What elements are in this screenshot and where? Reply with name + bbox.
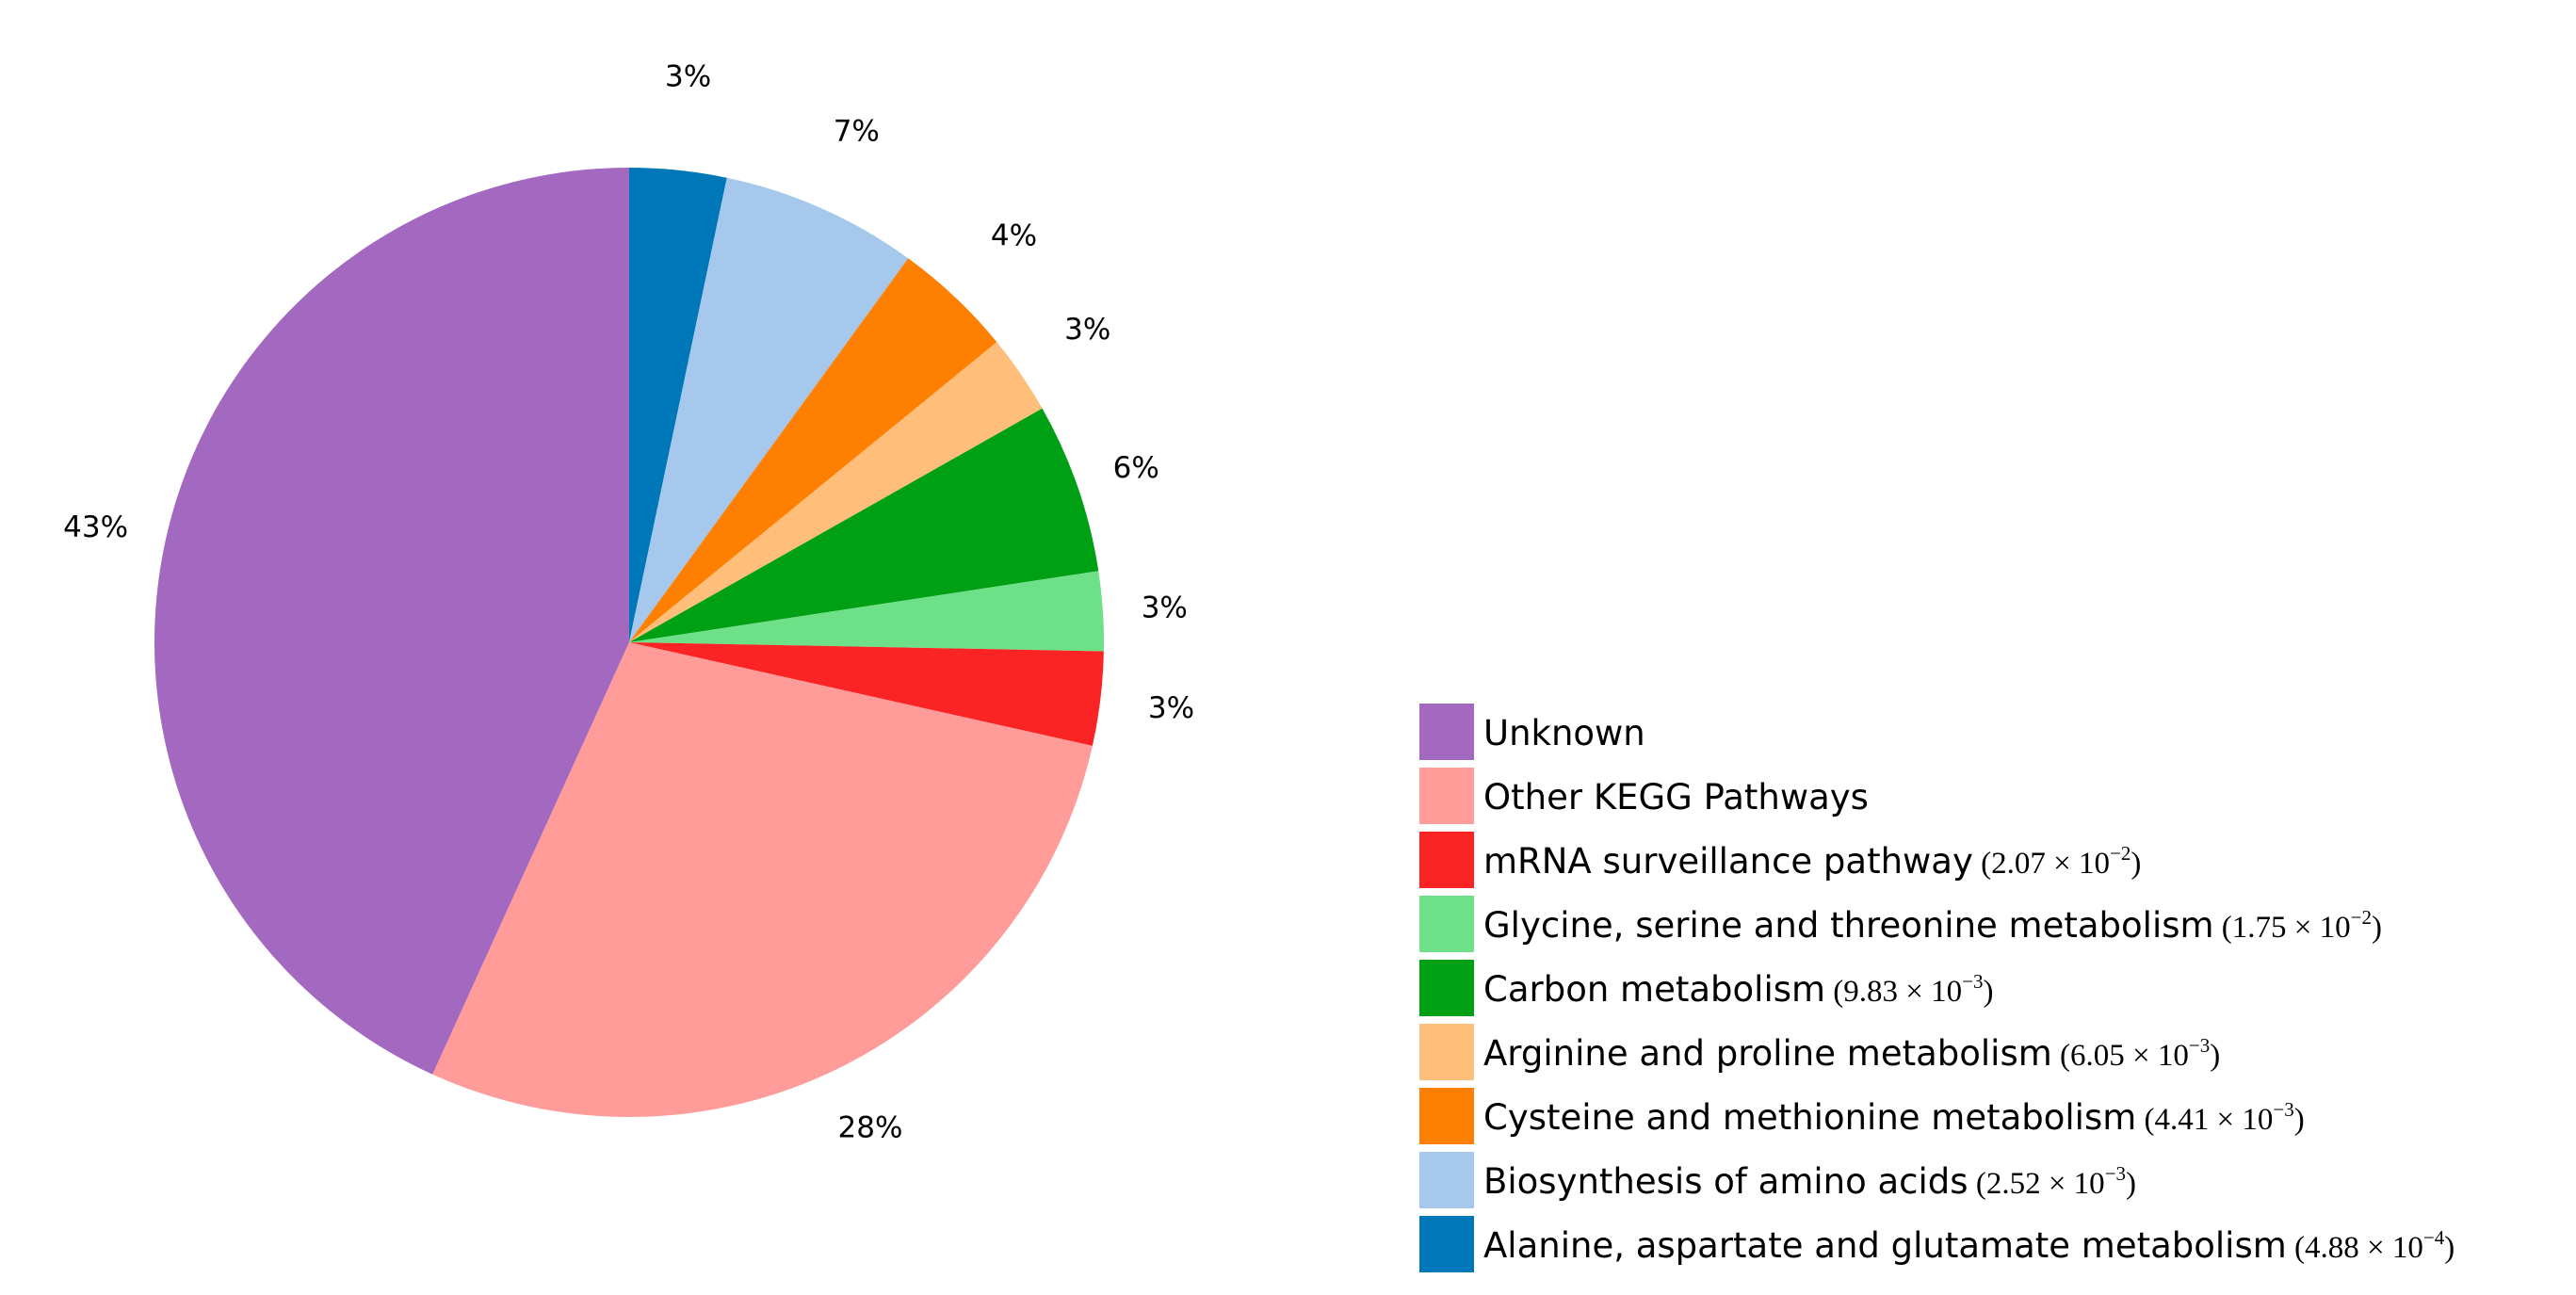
legend-swatch [1419, 1152, 1474, 1208]
slice-carbon-metabolism [629, 408, 1099, 642]
legend-label: Glycine, serine and threonine metabolism… [1483, 905, 2382, 946]
percentage-labels: 3% 7% 4% 3% 6% 3% 3% 28% 43% [63, 59, 1194, 1144]
legend-swatch [1419, 1216, 1474, 1272]
legend-label: Other KEGG Pathways [1483, 777, 1869, 817]
slice-cysteine-and-methionine-metabolism [629, 258, 997, 642]
pct-label-biosynthesis-of-amino-acids: 7% [834, 114, 880, 148]
legend-label: Arginine and proline metabolism (6.05 × … [1483, 1033, 2220, 1074]
pct-label-arginine-and-proline-metabolism: 3% [1064, 313, 1110, 347]
legend: Unknown Other KEGG Pathways mRNA surveilla… [1419, 704, 2454, 1272]
pct-label-other-kegg-pathways: 28% [838, 1110, 903, 1144]
legend-label: Carbon metabolism (9.83 × 10−3) [1483, 969, 1994, 1010]
legend-item-arginine-and-proline-metabolism: Arginine and proline metabolism (6.05 × … [1419, 1024, 2220, 1080]
legend-item-alanine-aspartate-and-glutamate-metabolism: Alanine, aspartate and glutamate metabol… [1419, 1216, 2454, 1272]
pct-label-glycine-serine-and-threonine-metabolism: 3% [1142, 591, 1188, 625]
legend-label: mRNA surveillance pathway (2.07 × 10−2) [1483, 841, 2141, 882]
pct-label-mrna-surveillance-pathway: 3% [1148, 691, 1194, 725]
legend-swatch [1419, 960, 1474, 1016]
legend-swatch [1419, 832, 1474, 888]
pct-label-unknown: 43% [63, 510, 128, 544]
legend-label: Unknown [1483, 713, 1645, 753]
slice-alanine-aspartate-and-glutamate-metabolism [629, 168, 727, 642]
legend-label: Alanine, aspartate and glutamate metabol… [1483, 1225, 2454, 1266]
pct-label-alanine-aspartate-and-glutamate-metabolism: 3% [665, 59, 711, 93]
pct-label-cysteine-and-methionine-metabolism: 4% [991, 219, 1037, 253]
legend-item-other-kegg-pathways: Other KEGG Pathways [1419, 768, 1869, 824]
legend-item-glycine-serine-and-threonine-metabolism: Glycine, serine and threonine metabolism… [1419, 896, 2382, 952]
pct-label-carbon-metabolism: 6% [1113, 451, 1159, 485]
legend-swatch [1419, 1088, 1474, 1144]
legend-swatch [1419, 704, 1474, 760]
slice-glycine-serine-and-threonine-metabolism [629, 571, 1104, 652]
legend-item-carbon-metabolism: Carbon metabolism (9.83 × 10−3) [1419, 960, 1994, 1016]
legend-item-cysteine-and-methionine-metabolism: Cysteine and methionine metabolism (4.41… [1419, 1088, 2305, 1144]
legend-swatch [1419, 768, 1474, 824]
legend-label: Biosynthesis of amino acids (2.52 × 10−3… [1483, 1161, 2136, 1202]
legend-item-unknown: Unknown [1419, 704, 1645, 760]
legend-swatch [1419, 1024, 1474, 1080]
slice-biosynthesis-of-amino-acids [629, 177, 909, 643]
legend-swatch [1419, 896, 1474, 952]
slice-arginine-and-proline-metabolism [629, 342, 1043, 642]
legend-item-biosynthesis-of-amino-acids: Biosynthesis of amino acids (2.52 × 10−3… [1419, 1152, 2136, 1208]
legend-label: Cysteine and methionine metabolism (4.41… [1483, 1097, 2305, 1138]
pie-slices [154, 168, 1104, 1117]
slice-unknown [154, 168, 629, 1075]
legend-item-mrna-surveillance-pathway: mRNA surveillance pathway (2.07 × 10−2) [1419, 832, 2141, 888]
slice-other-kegg-pathways [432, 642, 1093, 1117]
slice-mrna-surveillance-pathway [629, 642, 1104, 746]
